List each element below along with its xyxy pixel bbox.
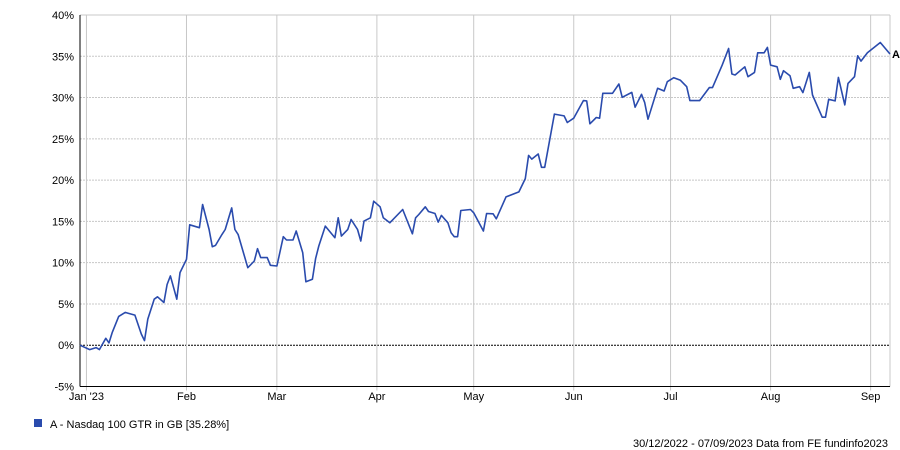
y-axis-tick-labels: -5% 0% 5% 10% 15% 20% 25% 30% 35% 40% <box>52 10 74 394</box>
series-line <box>79 41 891 351</box>
legend-label: A - Nasdaq 100 GTR in GB [35.28%] <box>50 419 229 431</box>
x-axis-tick-labels: Jan '23 Feb Mar Apr May Jun Jul Aug Sep <box>69 391 881 403</box>
x-tick-label: Sep <box>861 391 881 403</box>
y-tick-label: 40% <box>52 10 74 22</box>
y-tick-label: 10% <box>52 258 74 270</box>
y-tick-label: 0% <box>58 340 74 352</box>
x-tick-label: Jan '23 <box>69 391 104 403</box>
x-tick-label: Aug <box>761 391 781 403</box>
y-tick-label: 20% <box>52 175 74 187</box>
x-tick-label: Apr <box>368 391 385 403</box>
x-tick-label: May <box>463 391 484 403</box>
series-layer <box>79 41 891 351</box>
y-tick-label: 5% <box>58 299 74 311</box>
x-tick-label: Feb <box>177 391 196 403</box>
series-end-label: A <box>892 49 900 61</box>
footer-source: 30/12/2022 - 07/09/2023 Data from FE fun… <box>633 438 888 450</box>
y-tick-label: -5% <box>54 382 74 394</box>
x-tick-label: Jun <box>565 391 583 403</box>
legend-swatch <box>34 419 42 427</box>
y-tick-label: 25% <box>52 134 74 146</box>
y-tick-label: 30% <box>52 93 74 105</box>
y-tick-label: 15% <box>52 216 74 228</box>
grid-lines <box>79 14 891 391</box>
y-tick-label: 35% <box>52 51 74 63</box>
x-tick-label: Jul <box>664 391 678 403</box>
x-tick-label: Mar <box>267 391 286 403</box>
